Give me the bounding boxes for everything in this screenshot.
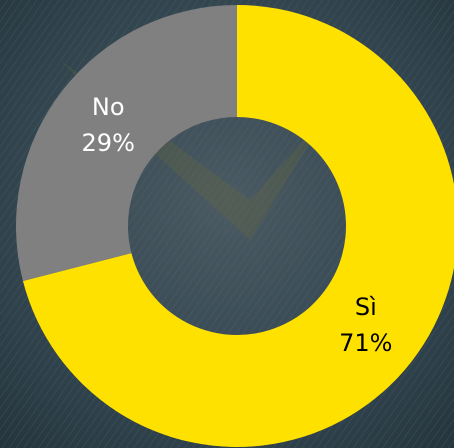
donut-slice — [22, 5, 454, 447]
plot-area: Sì 71% No 29% — [15, 5, 454, 447]
slice-value-label: 29% — [82, 129, 135, 157]
donut-slice — [15, 5, 238, 281]
slice-value-label: 71% — [339, 329, 392, 357]
background-star — [60, 60, 330, 240]
slice-category-label: Sì — [355, 293, 377, 321]
slice-category-label: No — [92, 93, 125, 121]
